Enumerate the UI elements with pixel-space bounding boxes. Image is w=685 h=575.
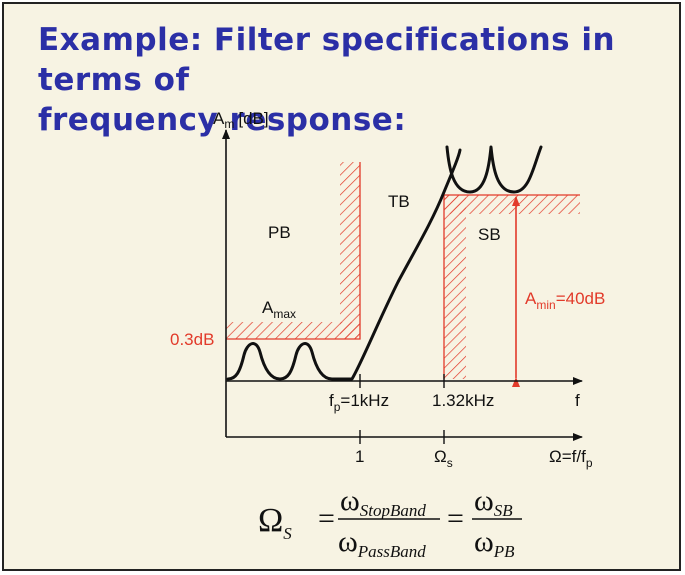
amin-label-value: =40dB [556,289,606,308]
amax-label-main: A [262,298,274,317]
fp-label-main: f [329,391,334,410]
formula-num-2: ωSB [474,484,513,520]
amin-label: Amin=40dB [525,289,605,312]
formula-num-1-main: ω [340,484,360,517]
amin-label-sub: min [536,298,555,312]
omega-s-label: Ωs [434,447,453,470]
formula-num-2-sub: SB [494,501,514,520]
formula-lhs-main: Ω [258,502,283,539]
x2-axis-label-sub: p [586,456,593,470]
y-axis-label-main: A [213,109,225,128]
formula-den-1-main: ω [338,525,358,558]
slide-title: Example: Filter specifications in terms … [38,20,678,140]
formula-num-1: ωStopBand [340,484,426,520]
x2-axis-label-main: Ω=f/f [549,447,586,466]
omega-one-label: 1 [355,447,364,466]
amax-label-sub: max [273,307,296,321]
fs-label: 1.32kHz [432,391,494,410]
fp-label: fp=1kHz [329,391,389,414]
passband-spec-boundary [226,162,361,340]
y-axis-label-unit: [dB] [238,109,268,128]
formula-num-2-main: ω [474,484,494,517]
formula-equals-2: = [447,502,464,535]
stopband-edge-hatch [444,195,466,379]
formula-den-1: ωPassBand [338,525,426,561]
title-line-1: Example: Filter specifications in terms … [38,22,616,98]
x2-axis-label: Ω=f/fp [549,447,593,470]
x-axis-label: f [575,391,580,410]
transition-band-label: TB [388,192,410,211]
amax-label: Amax [262,298,296,321]
passband-ripple-level-label: 0.3dB [170,330,214,349]
title-line-2: frequency response: [38,102,407,138]
formula-lhs-sub: S [283,524,292,543]
amin-label-main: A [525,289,537,308]
omega-s-label-main: Ω [434,447,447,466]
fp-label-value: =1kHz [340,391,389,410]
passband-spec-hatch [226,322,360,339]
formula-lhs: ΩS [258,502,292,543]
stopband-label: SB [478,225,501,244]
fp-label-sub: p [334,400,341,414]
stopband-lobes [445,145,543,194]
formula-equals-1: = [318,502,335,535]
stopband-edge-formula: ΩS = ωStopBand ωPassBand = ωSB ωPB [258,484,522,561]
y-axis-label: Am [dB] [213,109,269,131]
formula-den-2-main: ω [474,525,494,558]
frequency-response-curve [226,148,462,381]
formula-den-2: ωPB [474,525,515,561]
formula-den-2-sub: PB [493,542,515,561]
passband-edge-hatch [340,162,360,339]
formula-num-1-sub: StopBand [360,501,427,520]
y-axis-label-sub: m [224,117,234,131]
passband-label: PB [268,223,291,242]
omega-s-label-sub: s [447,456,453,470]
formula-den-1-sub: PassBand [357,542,427,561]
